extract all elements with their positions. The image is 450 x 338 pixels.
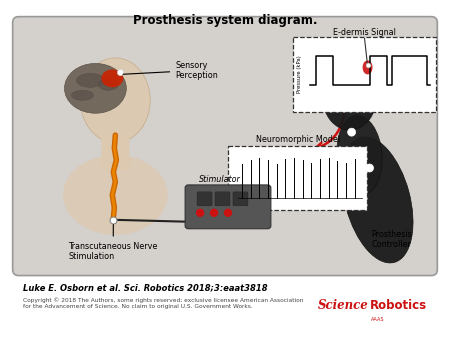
Text: Stimulator: Stimulator	[199, 175, 241, 184]
Ellipse shape	[76, 73, 104, 87]
Ellipse shape	[342, 137, 413, 263]
FancyBboxPatch shape	[101, 136, 129, 170]
Text: Copyright © 2018 The Authors, some rights reserved; exclusive licensee American : Copyright © 2018 The Authors, some right…	[22, 297, 303, 309]
Ellipse shape	[101, 69, 123, 87]
Text: Pressure (kPa): Pressure (kPa)	[297, 55, 302, 93]
Text: Neuromorphic Model: Neuromorphic Model	[256, 135, 340, 144]
Text: Science: Science	[318, 299, 369, 312]
FancyBboxPatch shape	[228, 146, 367, 210]
FancyBboxPatch shape	[215, 192, 230, 206]
Text: Robotics: Robotics	[369, 299, 427, 312]
Text: Transcutaneous Nerve
Stimulation: Transcutaneous Nerve Stimulation	[68, 224, 158, 261]
Ellipse shape	[72, 90, 94, 100]
Text: E-dermis Signal: E-dermis Signal	[333, 27, 396, 37]
Ellipse shape	[363, 61, 373, 74]
FancyBboxPatch shape	[233, 192, 248, 206]
Circle shape	[347, 128, 356, 136]
Ellipse shape	[99, 78, 118, 90]
Ellipse shape	[337, 115, 382, 195]
FancyBboxPatch shape	[197, 192, 212, 206]
Circle shape	[360, 61, 374, 74]
Text: Luke E. Osborn et al. Sci. Robotics 2018;3:eaat3818: Luke E. Osborn et al. Sci. Robotics 2018…	[22, 284, 267, 292]
Ellipse shape	[64, 64, 126, 113]
Ellipse shape	[81, 58, 150, 143]
Circle shape	[365, 164, 374, 172]
Text: Sensory
Perception: Sensory Perception	[123, 61, 218, 80]
Circle shape	[211, 209, 217, 216]
Circle shape	[354, 191, 362, 199]
Text: Prosthesis system diagram.: Prosthesis system diagram.	[133, 14, 317, 27]
Text: AAAS: AAAS	[371, 317, 384, 322]
FancyBboxPatch shape	[13, 17, 437, 275]
Circle shape	[225, 209, 231, 216]
FancyBboxPatch shape	[293, 37, 436, 112]
Ellipse shape	[63, 155, 168, 235]
Ellipse shape	[322, 61, 377, 130]
Text: Prosthesis
Controller: Prosthesis Controller	[371, 230, 412, 249]
FancyBboxPatch shape	[185, 185, 271, 229]
Circle shape	[197, 209, 203, 216]
